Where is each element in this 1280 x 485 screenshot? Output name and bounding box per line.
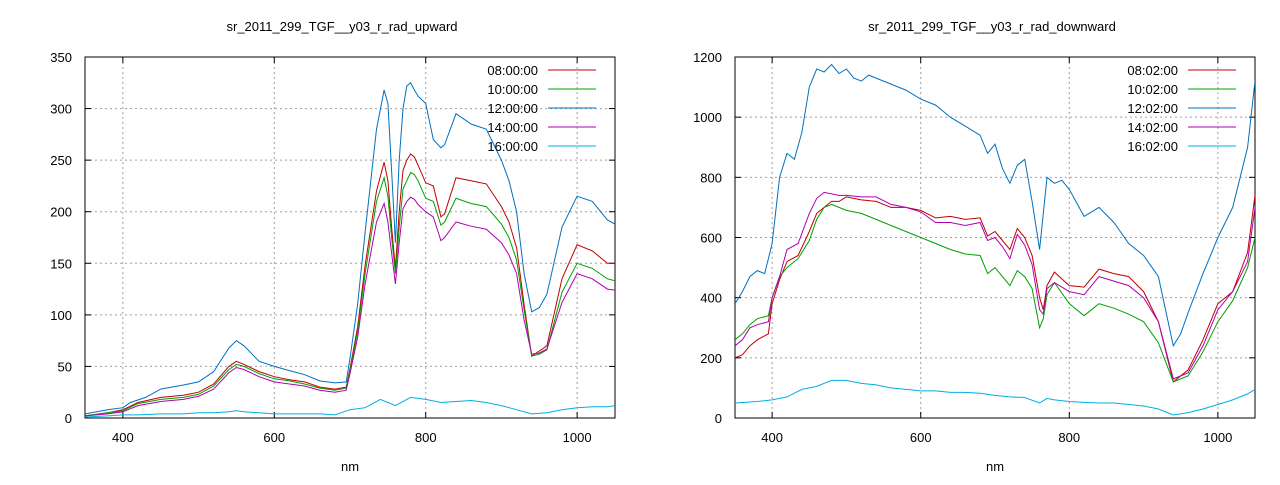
x-tick-label: 400 — [761, 430, 783, 445]
chart-title: sr_2011_299_TGF__y03_r_rad_upward — [226, 19, 457, 34]
legend-label: 12:00:00 — [487, 101, 538, 116]
chart-title: sr_2011_299_TGF__y03_r_rad_downward — [868, 19, 1116, 34]
series-line-08:02:00 — [735, 195, 1255, 383]
y-tick-label: 300 — [50, 102, 72, 117]
y-tick-label: 1200 — [693, 50, 722, 65]
y-tick-label: 150 — [50, 256, 72, 271]
y-tick-label: 400 — [700, 291, 722, 306]
x-tick-label: 400 — [112, 430, 134, 445]
y-tick-label: 200 — [700, 351, 722, 366]
legend-label: 14:02:00 — [1127, 120, 1178, 135]
x-tick-label: 1000 — [563, 430, 592, 445]
y-tick-label: 800 — [700, 170, 722, 185]
series-line-14:02:00 — [735, 191, 1255, 380]
legend-label: 10:02:00 — [1127, 82, 1178, 97]
series-line-10:00:00 — [85, 171, 615, 417]
x-tick-label: 1000 — [1203, 430, 1232, 445]
x-tick-label: 800 — [1058, 430, 1080, 445]
series-line-10:02:00 — [735, 203, 1255, 383]
y-tick-label: 350 — [50, 50, 72, 65]
x-axis-label: nm — [986, 459, 1004, 474]
legend-label: 12:02:00 — [1127, 101, 1178, 116]
plot-frame — [84, 56, 616, 419]
y-tick-label: 200 — [50, 205, 72, 220]
y-tick-label: 1000 — [693, 110, 722, 125]
x-tick-label: 600 — [910, 430, 932, 445]
y-tick-label: 50 — [58, 359, 72, 374]
legend-label: 16:00:00 — [487, 139, 538, 154]
legend-label: 14:00:00 — [487, 120, 538, 135]
series-line-12:00:00 — [85, 82, 615, 415]
series-line-16:00:00 — [85, 396, 615, 418]
series-line-12:02:00 — [735, 63, 1255, 348]
y-tick-label: 600 — [700, 231, 722, 246]
x-tick-label: 800 — [415, 430, 437, 445]
series-line-16:02:00 — [735, 379, 1255, 416]
series-line-14:00:00 — [85, 196, 615, 417]
y-tick-label: 100 — [50, 308, 72, 323]
legend-label: 08:02:00 — [1127, 63, 1178, 78]
legend-label: 16:02:00 — [1127, 139, 1178, 154]
legend-label: 08:00:00 — [487, 63, 538, 78]
y-tick-label: 0 — [65, 411, 72, 426]
y-tick-label: 250 — [50, 153, 72, 168]
x-tick-label: 600 — [263, 430, 285, 445]
series-line-08:00:00 — [85, 153, 615, 417]
x-axis-label: nm — [341, 459, 359, 474]
legend-label: 10:00:00 — [487, 82, 538, 97]
y-tick-label: 0 — [715, 411, 722, 426]
chart-1: sr_2011_299_TGF__y03_r_rad_upward 0 50 100 1… — [50, 19, 616, 474]
chart-2: sr_2011_299_TGF__y03_r_rad_downward 0 200 4… — [693, 19, 1256, 474]
